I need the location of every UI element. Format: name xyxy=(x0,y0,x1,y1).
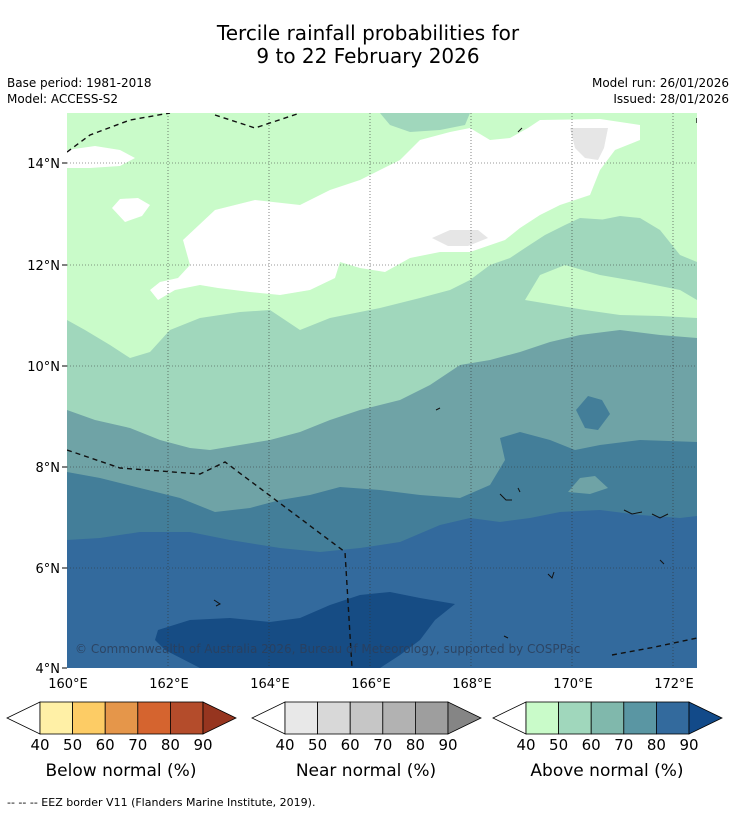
lat-label-4: 4°N xyxy=(36,662,61,677)
colorbar-above-high-triangle xyxy=(688,701,723,735)
colorbar-above-segment xyxy=(656,701,690,735)
above-70-80-patch xyxy=(576,396,610,430)
white-patch-left xyxy=(67,146,135,168)
above-60-70-patch xyxy=(568,476,608,494)
colorbar-above-tick: 60 xyxy=(582,736,601,754)
lon-label-166: 166°E xyxy=(351,677,391,692)
above-50-60-east-patch xyxy=(562,216,660,270)
lon-label-170: 170°E xyxy=(553,677,593,692)
colorbar-near-tick: 80 xyxy=(406,736,425,754)
colorbar-near-tick: 90 xyxy=(438,736,457,754)
colorbar-near-tick: 60 xyxy=(341,736,360,754)
colorbar-near-low-triangle xyxy=(251,701,286,735)
issued-date: Issued: 28/01/2026 xyxy=(613,92,729,106)
colorbar-above-tick: 90 xyxy=(679,736,698,754)
colorbar-near-segment xyxy=(349,701,384,735)
above-50-60-top-patch xyxy=(380,113,470,132)
base-period: Base period: 1981-2018 xyxy=(7,76,152,90)
colorbar-above-label: Above normal (%) xyxy=(530,761,684,781)
title-line-1: Tercile rainfall probabilities for xyxy=(216,21,520,45)
gridlines xyxy=(67,113,697,668)
colorbar-above-tick: 80 xyxy=(647,736,666,754)
eez-borders xyxy=(67,113,697,668)
lat-tick-marks xyxy=(62,162,67,669)
lon-label-168: 168°E xyxy=(452,677,492,692)
colorbar-above-low-triangle xyxy=(492,701,527,735)
white-patch-small xyxy=(112,198,150,222)
colorbar-near-tick: 70 xyxy=(373,736,392,754)
colorbar-near-segment xyxy=(414,701,449,735)
colorbar-below-segment xyxy=(39,701,73,735)
probability-field xyxy=(67,113,697,668)
lon-label-162: 162°E xyxy=(149,677,189,692)
colorbar-below-tick: 80 xyxy=(161,736,180,754)
lat-label-6: 6°N xyxy=(36,562,61,577)
colorbar-above-segment xyxy=(590,701,625,735)
colorbar-below: 40 50 60 70 80 90 xyxy=(6,701,237,754)
colorbar-below-low-triangle xyxy=(6,701,41,735)
model-name: Model: ACCESS-S2 xyxy=(7,92,119,106)
colorbar-above-segment xyxy=(558,701,592,735)
lat-label-10: 10°N xyxy=(27,360,60,375)
meta-left: Base period: 1981-2018 Model: ACCESS-S2 xyxy=(7,75,152,107)
colorbar-near-segment xyxy=(284,701,318,735)
below-40-white-region xyxy=(150,119,640,300)
lat-label-14: 14°N xyxy=(27,157,60,172)
eez-legend-footer: -- -- -- EEZ border V11 (Flanders Marine… xyxy=(7,796,316,809)
lon-label-172: 172°E xyxy=(654,677,694,692)
model-run: Model run: 26/01/2026 xyxy=(591,76,729,90)
colorbar-near-tick: 40 xyxy=(275,736,294,754)
colorbar-below-segment xyxy=(104,701,139,735)
lat-label-8: 8°N xyxy=(36,461,61,476)
meta-right: Model run: 26/01/2026 Issued: 28/01/2026 xyxy=(592,75,729,107)
colorbar-near-high-triangle xyxy=(447,701,482,735)
lon-label-164: 164°E xyxy=(250,677,290,692)
colorbar-above-tick: 70 xyxy=(614,736,633,754)
near-normal-patch-1 xyxy=(570,128,608,160)
colorbar-above-tick: 40 xyxy=(516,736,535,754)
colorbar-below-tick: 60 xyxy=(96,736,115,754)
above-40-50-east-patch xyxy=(525,265,697,318)
colorbar-below-segment xyxy=(72,701,106,735)
colorbar-below-high-triangle xyxy=(202,701,237,735)
colorbar-above: 40 50 60 70 80 90 xyxy=(492,701,723,754)
colorbar-above-tick: 50 xyxy=(549,736,568,754)
colorbar-above-segment xyxy=(623,701,657,735)
lat-label-12: 12°N xyxy=(27,259,60,274)
lat-labels: 4°N 6°N 8°N 10°N 12°N 14°N xyxy=(27,157,60,677)
colorbar-below-tick: 40 xyxy=(30,736,49,754)
lon-label-160: 160°E xyxy=(48,677,88,692)
colorbar-below-segment xyxy=(169,701,204,735)
colorbar-near-segment xyxy=(317,701,351,735)
above-90-region xyxy=(155,592,455,668)
colorbar-below-tick: 90 xyxy=(193,736,212,754)
colorbar-near-label: Near normal (%) xyxy=(295,761,437,781)
colorbar-near: 40 50 60 70 80 90 xyxy=(251,701,482,754)
atolls xyxy=(213,127,669,639)
copyright-text: © Commonwealth of Australia 2026, Bureau… xyxy=(75,642,580,656)
title-line-2: 9 to 22 February 2026 xyxy=(256,44,480,68)
colorbar-below-label: Below normal (%) xyxy=(45,761,197,781)
map-title: Tercile rainfall probabilities for 9 to … xyxy=(0,22,736,68)
colorbar-below-segment xyxy=(137,701,171,735)
colorbar-below-tick: 50 xyxy=(63,736,82,754)
lon-labels: 160°E 162°E 164°E 166°E 168°E 170°E 172°… xyxy=(48,677,694,692)
colorbar-above-segment xyxy=(525,701,559,735)
colorbar-near-segment xyxy=(382,701,416,735)
colorbar-below-tick: 70 xyxy=(128,736,147,754)
near-normal-patch-2 xyxy=(432,230,488,246)
colorbar-near-tick: 50 xyxy=(308,736,327,754)
